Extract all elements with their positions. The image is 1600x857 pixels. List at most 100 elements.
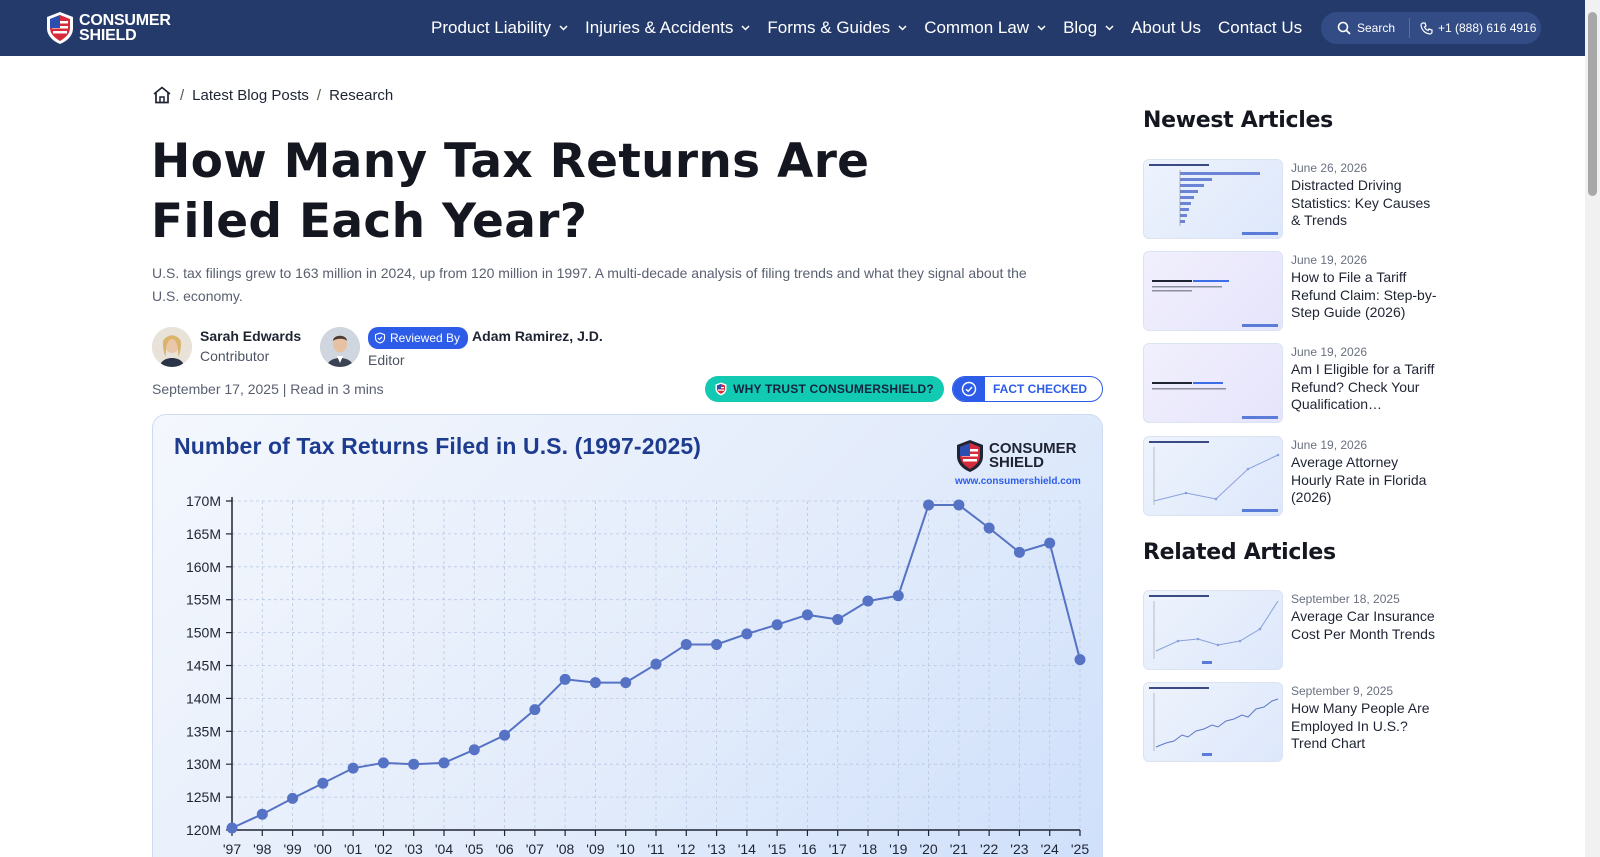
chevron-down-icon — [1037, 25, 1046, 31]
phone-icon — [1420, 21, 1433, 35]
search-icon — [1337, 21, 1351, 35]
x-tick-label: '02 — [374, 841, 392, 857]
chevron-down-icon — [559, 25, 568, 31]
nav-blog[interactable]: Blog — [1063, 18, 1114, 38]
home-icon[interactable] — [152, 86, 172, 104]
newest-article-card[interactable]: June 26, 2026 Distracted Driving Statist… — [1143, 159, 1443, 239]
data-point — [347, 762, 359, 774]
why-trust-button[interactable]: WHY TRUST CONSUMERSHIELD? — [705, 376, 944, 402]
nav-common-law[interactable]: Common Law — [924, 18, 1046, 38]
data-point — [559, 673, 571, 685]
data-point — [408, 758, 420, 770]
y-tick-label: 125M — [186, 789, 221, 805]
x-tick-label: '16 — [798, 841, 816, 857]
brand-url: www.consumershield.com — [955, 476, 1081, 487]
data-point — [589, 677, 601, 689]
data-point — [923, 499, 935, 511]
related-article-card[interactable]: September 18, 2025 Average Car Insurance… — [1143, 590, 1443, 670]
data-point — [317, 777, 329, 789]
data-point — [771, 619, 783, 631]
nav-injuries-accidents[interactable]: Injuries & Accidents — [585, 18, 750, 38]
search-phone-pill: Search +1 (888) 616 4916 — [1321, 12, 1541, 44]
article-date: June 26, 2026 — [1291, 161, 1368, 175]
top-navigation: CONSUMER SHIELD Product Liability Injuri… — [0, 0, 1585, 56]
data-point — [620, 677, 632, 689]
data-point — [741, 628, 753, 640]
shield-flag-icon — [47, 12, 73, 44]
data-point — [256, 808, 268, 820]
y-tick-label: 135M — [186, 723, 221, 739]
y-tick-label: 130M — [186, 756, 221, 772]
x-tick-label: '03 — [405, 841, 423, 857]
x-tick-label: '18 — [859, 841, 877, 857]
nav-forms-guides[interactable]: Forms & Guides — [767, 18, 907, 38]
consumershield-logo[interactable]: CONSUMER SHIELD — [45, 11, 171, 45]
y-tick-label: 150M — [186, 625, 221, 641]
reviewer-block[interactable]: Reviewed By Adam Ramirez, J.D. Editor — [320, 327, 603, 371]
x-tick-label: '14 — [738, 841, 756, 857]
newest-articles-heading: Newest Articles — [1143, 108, 1333, 133]
data-point — [680, 638, 692, 650]
data-point — [650, 658, 662, 670]
page-scrollbar[interactable] — [1585, 0, 1600, 857]
article-title-link[interactable]: Am I Eligible for a Tariff Refund? Check… — [1291, 361, 1435, 412]
search-label: Search — [1357, 21, 1396, 35]
x-tick-label: '04 — [435, 841, 453, 857]
article-subtitle: U.S. tax filings grew to 163 million in … — [152, 265, 1027, 304]
chevron-down-icon — [741, 25, 750, 31]
newest-article-card[interactable]: June 19, 2026 How to File a Tariff Refun… — [1143, 251, 1443, 331]
check-circle-icon — [953, 377, 985, 401]
article-thumbnail — [1143, 682, 1283, 762]
related-article-card[interactable]: September 9, 2025 How Many People Are Em… — [1143, 682, 1443, 762]
nav-about-us[interactable]: About Us — [1131, 18, 1202, 37]
reviewer-name[interactable]: Adam Ramirez, J.D. — [472, 328, 603, 344]
nav-contact-us[interactable]: Contact Us — [1218, 18, 1303, 37]
nav-menu: Product Liability Injuries & Accidents F… — [431, 0, 1319, 56]
data-point — [832, 613, 844, 625]
search-button[interactable]: Search — [1321, 12, 1409, 44]
breadcrumb-latest-blog-posts[interactable]: Latest Blog Posts — [192, 86, 309, 104]
article-date: June 19, 2026 — [1291, 253, 1368, 267]
data-point — [529, 704, 541, 716]
x-tick-label: '13 — [707, 841, 725, 857]
author-block[interactable]: Sarah Edwards Contributor — [152, 327, 301, 367]
read-time: Read in 3 mins — [290, 381, 384, 397]
x-tick-label: '17 — [829, 841, 847, 857]
x-tick-label: '10 — [617, 841, 635, 857]
chart-watermark: CONSUMER SHIELD www.consumershield.com — [955, 440, 1081, 487]
data-point — [377, 757, 389, 769]
shield-flag-icon — [957, 440, 983, 472]
reviewed-by-badge: Reviewed By — [368, 327, 469, 349]
phone-link[interactable]: +1 (888) 616 4916 — [1410, 21, 1536, 35]
data-point — [499, 729, 511, 741]
x-tick-label: '08 — [556, 841, 574, 857]
article-title-link[interactable]: How to File a Tariff Refund Claim: Step-… — [1291, 269, 1437, 320]
article-title-link[interactable]: How Many People Are Employed In U.S.? Tr… — [1291, 700, 1430, 751]
article-meta: September 17, 2025 | Read in 3 mins — [152, 381, 384, 397]
article-title-link[interactable]: Average Car Insurance Cost Per Month Tre… — [1291, 608, 1435, 642]
breadcrumb-research[interactable]: Research — [329, 86, 394, 104]
nav-product-liability[interactable]: Product Liability — [431, 18, 568, 38]
newest-article-card[interactable]: June 19, 2026 Average Attorney Hourly Ra… — [1143, 436, 1443, 516]
x-tick-label: '97 — [223, 841, 241, 857]
article-date: September 9, 2025 — [1291, 684, 1394, 698]
data-point — [438, 757, 450, 769]
fact-checked-button[interactable]: FACT CHECKED — [952, 376, 1103, 402]
data-point — [1013, 546, 1025, 558]
x-tick-label: '24 — [1041, 841, 1059, 857]
data-point — [226, 822, 238, 834]
shield-flag-icon — [715, 382, 727, 396]
y-tick-label: 145M — [186, 658, 221, 674]
article-title-link[interactable]: Average Attorney Hourly Rate in Florida … — [1291, 454, 1427, 505]
author-avatar — [152, 327, 192, 367]
article-thumbnail — [1143, 159, 1283, 239]
article-title-link[interactable]: Distracted Driving Statistics: Key Cause… — [1291, 177, 1431, 228]
author-name[interactable]: Sarah Edwards — [200, 328, 302, 344]
x-tick-label: '07 — [526, 841, 544, 857]
scrollbar-thumb[interactable] — [1588, 12, 1597, 196]
newest-article-card[interactable]: June 19, 2026 Am I Eligible for a Tariff… — [1143, 343, 1443, 423]
x-tick-label: '98 — [253, 841, 271, 857]
y-tick-label: 160M — [186, 559, 221, 575]
logo-wordmark: CONSUMER SHIELD — [79, 12, 171, 44]
x-tick-label: '11 — [647, 841, 664, 857]
